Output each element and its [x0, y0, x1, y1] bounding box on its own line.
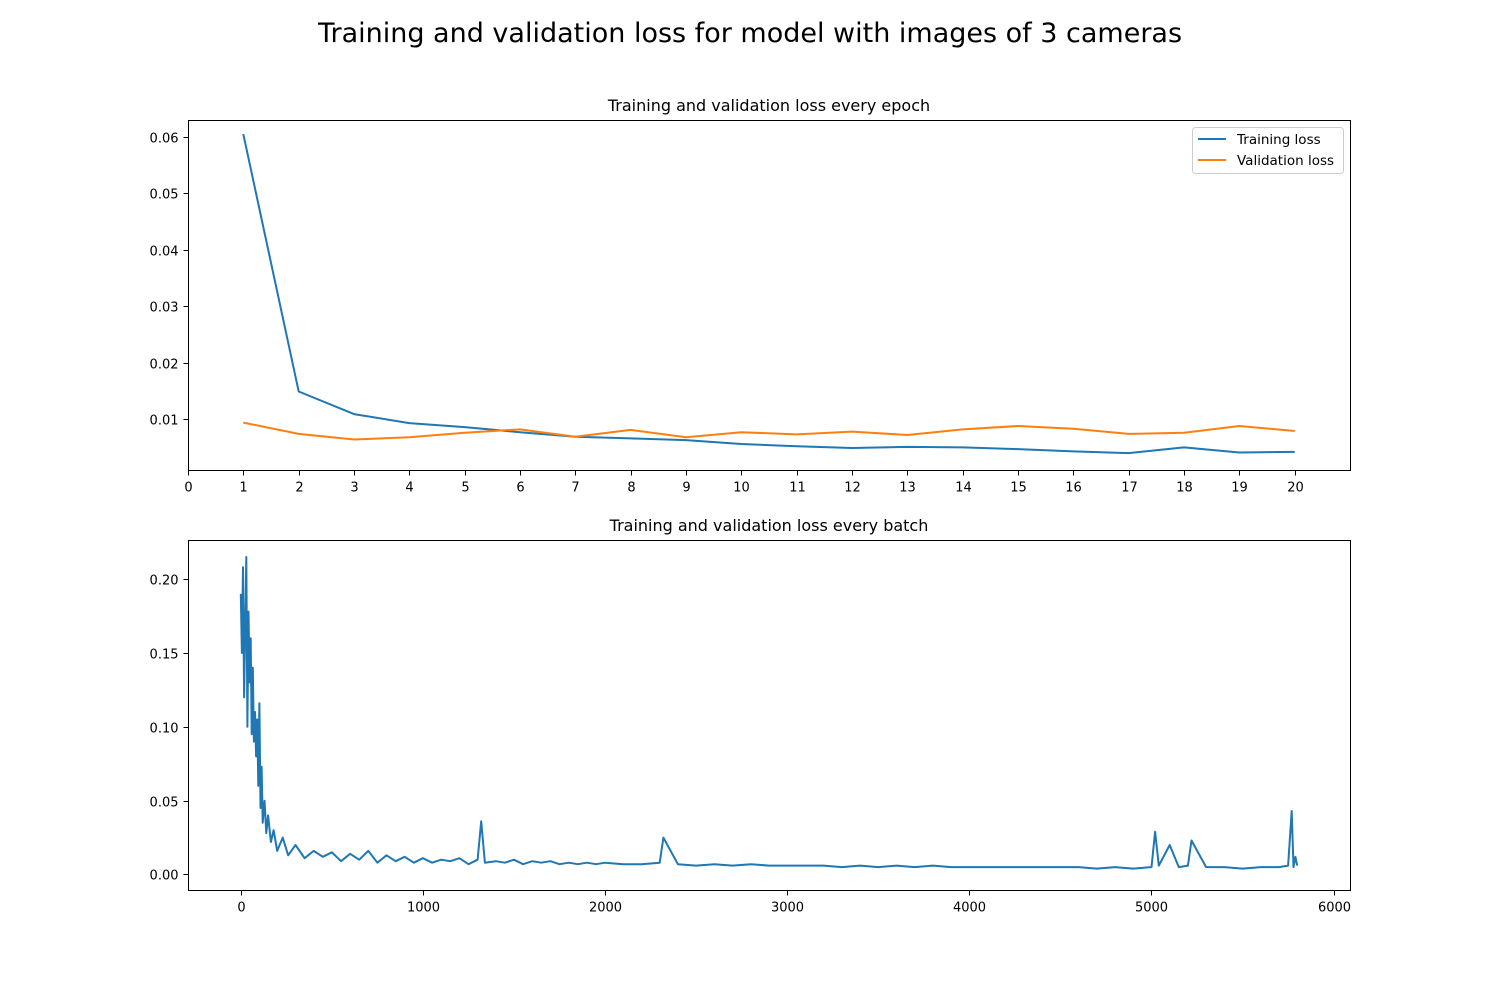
batch-x-tick-label: 4000: [953, 901, 986, 916]
epoch-series-line-1: [243, 421, 1295, 441]
epoch-x-tick-label: 16: [1065, 481, 1082, 496]
batch-series-lines: [239, 556, 1299, 870]
batch-y-tick-label: 0.05: [150, 796, 179, 811]
epoch-axes-title: Training and validation loss every epoch: [607, 96, 930, 115]
epoch-x-tick-label: 3: [350, 481, 358, 496]
batch-x-tick-label: 0: [237, 901, 245, 916]
epoch-x-tick-label: 13: [899, 481, 916, 496]
epoch-x-tick-label: 4: [405, 481, 413, 496]
epoch-x-tick-label: 19: [1231, 481, 1248, 496]
epoch-x-tick-label: 11: [789, 481, 806, 496]
epoch-x-tick-label: 12: [844, 481, 861, 496]
epoch-y-tick-label: 0.02: [150, 358, 179, 373]
batch-loss-axes: Training and validation loss every batch…: [150, 516, 1352, 916]
epoch-x-tick-label: 0: [184, 481, 192, 496]
epoch-x-tick-label: 14: [955, 481, 972, 496]
epoch-x-tick-label: 6: [516, 481, 524, 496]
epoch-x-tick-label: 20: [1287, 481, 1304, 496]
epoch-y-tick-label: 0.06: [150, 132, 179, 147]
legend-label-training-loss: Training loss: [1236, 132, 1321, 148]
batch-axes-title: Training and validation loss every batch: [609, 516, 929, 535]
epoch-x-tick-label: 7: [571, 481, 579, 496]
batch-x-ticks: 0 1000 2000 3000 4000 5000 6000: [237, 890, 1351, 916]
batch-series-line-0: [239, 556, 1299, 870]
epoch-x-tick-label: 15: [1010, 481, 1027, 496]
batch-x-tick-label: 5000: [1135, 901, 1168, 916]
epoch-axes-frame: [188, 120, 1351, 471]
epoch-y-tick-label: 0.05: [150, 188, 179, 203]
epoch-x-tick-label: 2: [295, 481, 303, 496]
batch-y-tick-label: 0.10: [150, 722, 179, 737]
batch-y-tick-label: 0.15: [150, 648, 179, 663]
batch-x-tick-label: 2000: [589, 901, 622, 916]
epoch-y-tick-label: 0.03: [150, 301, 179, 316]
epoch-x-tick-label: 10: [733, 481, 750, 496]
batch-x-tick-label: 1000: [407, 901, 440, 916]
epoch-x-tick-label: 9: [682, 481, 690, 496]
epoch-x-tick-label: 5: [461, 481, 469, 496]
epoch-loss-axes: Training and validation loss every epoch…: [150, 96, 1351, 496]
epoch-x-ticks: 0 1 2 3 4 5 6 7 8 9 10 11 12 13 14 15 16 17 18 19 20: [184, 470, 1304, 496]
figure-title: Training and validation loss for model w…: [317, 18, 1182, 49]
batch-axes-frame: [188, 540, 1351, 891]
batch-y-tick-label: 0.20: [150, 574, 179, 589]
legend-label-validation-loss: Validation loss: [1237, 153, 1334, 169]
epoch-x-tick-label: 17: [1121, 481, 1138, 496]
batch-y-ticks: 0.00 0.05 0.10 0.15 0.20: [150, 574, 189, 884]
legend-box: [1192, 127, 1344, 174]
epoch-y-tick-label: 0.04: [150, 245, 179, 260]
batch-x-tick-label: 3000: [771, 901, 804, 916]
epoch-x-tick-label: 8: [627, 481, 635, 496]
epoch-y-ticks: 0.01 0.02 0.03 0.04 0.05 0.06: [150, 132, 189, 429]
batch-x-tick-label: 6000: [1318, 901, 1351, 916]
epoch-series-lines: [242, 133, 1295, 455]
batch-y-tick-label: 0.00: [150, 869, 179, 884]
epoch-legend: Training loss Validation loss: [1192, 127, 1344, 174]
epoch-y-tick-label: 0.01: [150, 414, 179, 429]
epoch-x-tick-label: 18: [1176, 481, 1193, 496]
epoch-series-line-0: [242, 133, 1295, 455]
epoch-x-tick-label: 1: [239, 481, 247, 496]
